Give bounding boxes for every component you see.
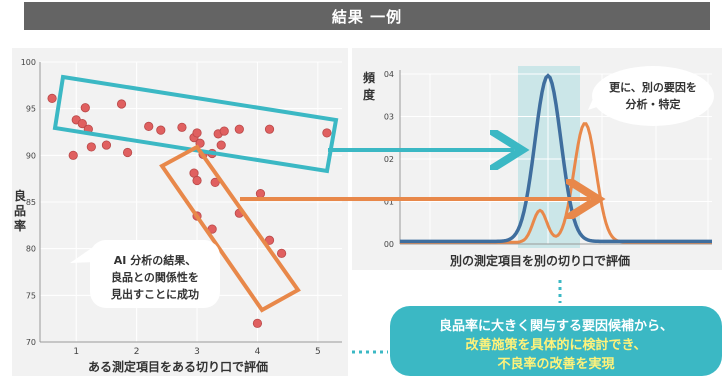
frequency-callout: [592, 66, 714, 126]
scatter-point: [216, 140, 226, 150]
teal-highlight-box: [52, 74, 339, 174]
scatter-point: [101, 140, 112, 150]
result-line1: 良品率に大きく関与する要因候補から、: [439, 318, 673, 334]
scatter-point: [264, 124, 275, 134]
scatter-point: [192, 128, 202, 138]
scatter-panel: [12, 48, 348, 376]
scatter-x-tick-label: 2: [134, 347, 140, 357]
scatter-x-tick-label: 1: [73, 347, 79, 357]
scatter-x-tick-label: 4: [255, 347, 261, 357]
scatter-y-tick-label: 80: [26, 245, 36, 254]
frequency-callout-line1: 更に、別の要因を: [609, 80, 697, 94]
scatter-callout: [90, 240, 220, 308]
scatter-point: [219, 126, 229, 136]
scatter-point: [116, 99, 127, 109]
result-box: [390, 306, 722, 376]
scatter-point: [77, 119, 87, 129]
frequency-y-tick-label: 01: [384, 198, 394, 207]
scatter-point: [144, 121, 154, 132]
scatter-point: [177, 122, 187, 132]
scatter-point: [80, 103, 90, 113]
scatter-point: [68, 150, 78, 160]
scatter-point: [122, 147, 133, 158]
scatter-callout-line1: AI 分析の結果、: [114, 253, 196, 267]
scatter-callout-line3: 見出すことに成功: [110, 287, 199, 301]
scatter-point: [252, 318, 263, 328]
frequency-y-tick-label: 00: [384, 240, 394, 249]
scatter-y-tick-label: 85: [26, 198, 36, 207]
scatter-xlabel: ある測定項目をある切り口で評価: [88, 359, 268, 374]
scatter-x-tick-label: 5: [315, 347, 321, 357]
frequency-ticks: 04 03 02 01 00: [384, 70, 394, 249]
frequency-ylabel-top: 頻: [363, 70, 375, 85]
frequency-ylabel-bottom: 度: [363, 87, 376, 102]
scatter-point: [86, 142, 96, 152]
scatter-point: [255, 189, 266, 199]
header-bar: 結果 一例: [24, 2, 710, 30]
scatter-ticks: 1 2 3 4 5 100 95 90 85 80 75 70: [21, 58, 321, 357]
scatter-point: [322, 128, 332, 138]
scatter-y-tick-label: 70: [26, 338, 36, 347]
frequency-y-tick-label: 02: [384, 155, 394, 164]
frequency-y-tick-label: 04: [384, 70, 394, 79]
frequency-highlight-band: [518, 66, 580, 248]
frequency-y-tick-label: 03: [384, 113, 394, 122]
scatter-point: [234, 124, 244, 134]
frequency-callout-line2: 分析・特定: [626, 97, 681, 111]
scatter-point: [47, 93, 57, 104]
scatter-x-tick-label: 3: [194, 347, 200, 357]
scatter-callout-line2: 良品との関係性を: [111, 270, 199, 284]
page-title: 結果 一例: [331, 7, 403, 26]
scatter-y-tick-label: 95: [26, 105, 36, 114]
scatter-callout-tail: [70, 245, 96, 263]
scatter-y-tick-label: 90: [26, 151, 36, 160]
scatter-point: [192, 175, 202, 186]
scatter-ylabel-2: 品: [14, 204, 26, 218]
result-line3: 不良率の改善を実現: [497, 356, 614, 372]
orange-highlight-box: [159, 144, 301, 313]
scatter-ylabel-1: 良: [14, 188, 26, 203]
scatter-point: [156, 125, 166, 135]
scatter-point: [210, 177, 220, 187]
result-line2: 改善施策を具体的に検討でき、: [465, 337, 646, 353]
frequency-series-blue: [400, 73, 712, 244]
scatter-ylabel-3: 率: [14, 218, 26, 233]
frequency-xlabel: 別の測定項目を別の切り口で評価: [449, 253, 630, 268]
scatter-y-tick-label: 75: [26, 291, 36, 300]
scatter-y-tick-label: 100: [21, 58, 36, 67]
scatter-point: [276, 248, 287, 258]
